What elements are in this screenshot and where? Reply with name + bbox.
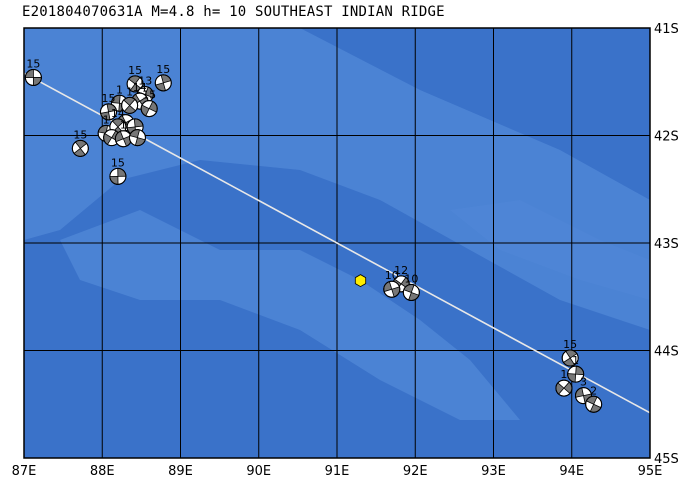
beachball-label: 1 [560, 368, 567, 381]
x-axis-labels: 87E 88E 89E 90E 91E 92E 93E 94E 95E [12, 464, 663, 479]
x-tick-label: 93E [481, 464, 506, 479]
beachball-label: 1 [126, 85, 133, 98]
x-tick-label: 91E [325, 464, 350, 479]
beachball-label: 1 [116, 83, 123, 96]
beachball-icon [155, 75, 171, 91]
beachball-label: 3 [580, 376, 587, 389]
beachball-icon [115, 131, 131, 147]
event-marker-icon [355, 275, 365, 287]
beachball-label: 10 [404, 272, 418, 285]
beachball-label: 15 [102, 92, 116, 105]
beachball-icon [586, 396, 602, 412]
x-tick-label: 92E [403, 464, 428, 479]
y-tick-label: 42S [654, 130, 679, 145]
beachball-label: 15 [142, 89, 156, 102]
beachball-label: 15 [111, 156, 125, 169]
beachball-label: 1 [120, 119, 127, 132]
beachball-icon [72, 140, 88, 156]
beachball-label: 15 [26, 57, 40, 70]
beachball-label: 15 [563, 338, 577, 351]
beachball-icon [403, 284, 419, 300]
beachball-icon [129, 130, 145, 146]
beachball-label: 10 [385, 269, 399, 282]
y-tick-label: 43S [654, 237, 679, 252]
x-tick-label: 88E [90, 464, 115, 479]
x-tick-label: 89E [168, 464, 193, 479]
y-axis-labels: 41S 42S 43S 44S 45S [654, 22, 679, 467]
beachball-icon [556, 380, 572, 396]
beachball-label: 2 [590, 384, 597, 397]
beachball-label: 1 [103, 113, 110, 126]
beachball-icon [25, 69, 41, 85]
beachball-icon [384, 281, 400, 297]
x-tick-label: 94E [559, 464, 584, 479]
x-tick-label: 90E [246, 464, 271, 479]
beachball-label: 15 [156, 63, 170, 76]
y-tick-label: 41S [654, 22, 679, 37]
y-tick-label: 44S [654, 345, 679, 360]
beachball-icon [110, 168, 126, 184]
beachball-label: 15 [73, 128, 87, 141]
y-tick-label: 45S [654, 452, 679, 467]
beachball-label: 1 [572, 354, 579, 367]
beachball-icon [141, 101, 157, 117]
x-tick-label: 87E [12, 464, 37, 479]
